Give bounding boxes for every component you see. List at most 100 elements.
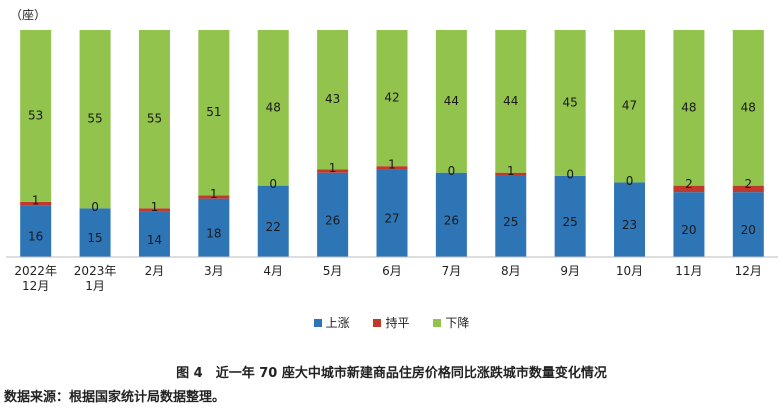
legend-item-fall: 下降 (433, 314, 469, 331)
y-unit-label: （座） (10, 8, 47, 22)
legend-label-fall: 下降 (445, 316, 470, 330)
bar-segment-rise (495, 175, 527, 257)
data-label-fall: 43 (325, 92, 340, 106)
x-tick-label: 2023年 1月 (74, 264, 117, 293)
bar-segment-rise (198, 198, 230, 257)
data-source-note: 数据来源：根据国家统计局数据整理。 (4, 390, 226, 405)
bar-segment-fall (614, 30, 646, 183)
x-tick-label: 12月 (735, 264, 762, 278)
bar-segment-flat (732, 185, 764, 193)
bar-segment-fall (79, 30, 111, 209)
data-label-flat: 0 (269, 177, 277, 191)
data-label-rise: 20 (681, 223, 696, 237)
bar-segment-flat (495, 172, 527, 176)
bar-segment-fall (673, 30, 705, 186)
bar-segment-flat (198, 195, 230, 199)
data-label-rise: 14 (147, 233, 162, 247)
legend-label-flat: 持平 (385, 316, 410, 330)
bar-segment-flat (138, 208, 170, 212)
bar-segment-flat (317, 169, 349, 173)
data-label-rise: 25 (503, 215, 518, 229)
data-label-rise: 27 (384, 212, 399, 226)
x-tick-label: 11月 (675, 264, 702, 278)
data-label-rise: 26 (325, 213, 340, 227)
bar-segment-rise (317, 172, 349, 257)
data-label-fall: 42 (384, 91, 399, 105)
x-tick-label: 7月 (442, 264, 462, 278)
data-label-rise: 16 (28, 230, 43, 244)
data-label-flat: 1 (329, 161, 337, 175)
data-label-rise: 15 (87, 231, 102, 245)
bar-segment-fall (376, 30, 408, 167)
data-label-rise: 18 (206, 226, 221, 240)
data-label-flat: 0 (448, 164, 456, 178)
data-label-flat: 0 (91, 200, 99, 214)
legend-label-rise: 上涨 (325, 316, 350, 330)
data-label-flat: 1 (507, 164, 515, 178)
bar-segment-flat (673, 185, 705, 193)
bar-segment-fall (20, 30, 52, 202)
legend-item-flat: 持平 (373, 314, 410, 331)
x-tick-label: 10月 (616, 264, 643, 278)
bar-segment-rise (673, 192, 705, 257)
bar-segment-rise (257, 185, 289, 257)
data-label-flat: 2 (685, 177, 693, 191)
data-label-fall: 53 (28, 108, 43, 122)
bar-segment-fall (257, 30, 289, 186)
data-label-rise: 20 (741, 223, 756, 237)
x-tick-label: 6月 (382, 264, 402, 278)
bar-segment-fall (435, 30, 467, 173)
bar-segment-flat (20, 201, 52, 206)
data-label-fall: 44 (503, 94, 518, 108)
data-label-flat: 1 (210, 187, 218, 201)
data-label-fall: 51 (206, 105, 221, 119)
legend: 上涨 持平 下降 (0, 314, 783, 331)
x-tick-label: 9月 (560, 264, 580, 278)
data-label-rise: 25 (563, 215, 578, 229)
data-label-fall: 55 (147, 112, 162, 126)
legend-swatch-flat (373, 318, 382, 327)
data-label-fall: 48 (266, 100, 281, 114)
stacked-bar-chart: 16 1 53 2022年 12月 15 0 55 2023年 1月 14 1 55 2月 18 1 51 3月 2… (6, 30, 778, 293)
data-label-fall: 47 (622, 99, 637, 113)
bar-segment-rise (138, 211, 170, 257)
data-label-flat: 1 (388, 158, 396, 172)
data-label-fall: 55 (87, 112, 102, 126)
x-tick-label: 8月 (501, 264, 521, 278)
bar-segment-fall (317, 30, 349, 170)
bar-segment-fall (554, 30, 586, 176)
data-label-rise: 26 (444, 213, 459, 227)
figure-caption: 图 4 近一年 70 座大中城市新建商品住房价格同比涨跌城市数量变化情况 (176, 366, 607, 381)
bar-segment-rise (435, 172, 467, 257)
x-tick-label: 2月 (145, 264, 165, 278)
bar-segment-fall (198, 30, 230, 196)
legend-swatch-rise (313, 318, 322, 327)
bar-segment-rise (79, 208, 111, 257)
x-tick-label: 3月 (204, 264, 224, 278)
bar-segment-flat (376, 166, 408, 170)
data-label-flat: 2 (744, 177, 752, 191)
bar-segment-fall (732, 30, 764, 186)
legend-swatch-fall (433, 318, 442, 327)
x-tick-label: 4月 (263, 264, 283, 278)
data-label-flat: 1 (151, 200, 159, 214)
data-label-fall: 44 (444, 94, 459, 108)
legend-item-rise: 上涨 (313, 314, 350, 331)
x-tick-label: 2022年 12月 (14, 264, 57, 293)
data-label-flat: 0 (566, 167, 574, 181)
data-label-rise: 23 (622, 218, 637, 232)
bar-segment-rise (376, 169, 408, 257)
data-label-flat: 0 (626, 174, 634, 188)
bar-segment-fall (495, 30, 527, 173)
bar-segment-rise (732, 192, 764, 257)
bar-segment-rise (614, 182, 646, 257)
x-tick-label: 5月 (323, 264, 343, 278)
bar-segment-rise (20, 205, 52, 257)
bar-segment-fall (138, 30, 170, 209)
data-label-fall: 48 (681, 100, 696, 114)
data-label-flat: 1 (32, 193, 40, 207)
bar-segment-rise (554, 175, 586, 257)
data-label-fall: 45 (563, 95, 578, 109)
data-label-rise: 22 (266, 220, 281, 234)
data-label-fall: 48 (741, 100, 756, 114)
